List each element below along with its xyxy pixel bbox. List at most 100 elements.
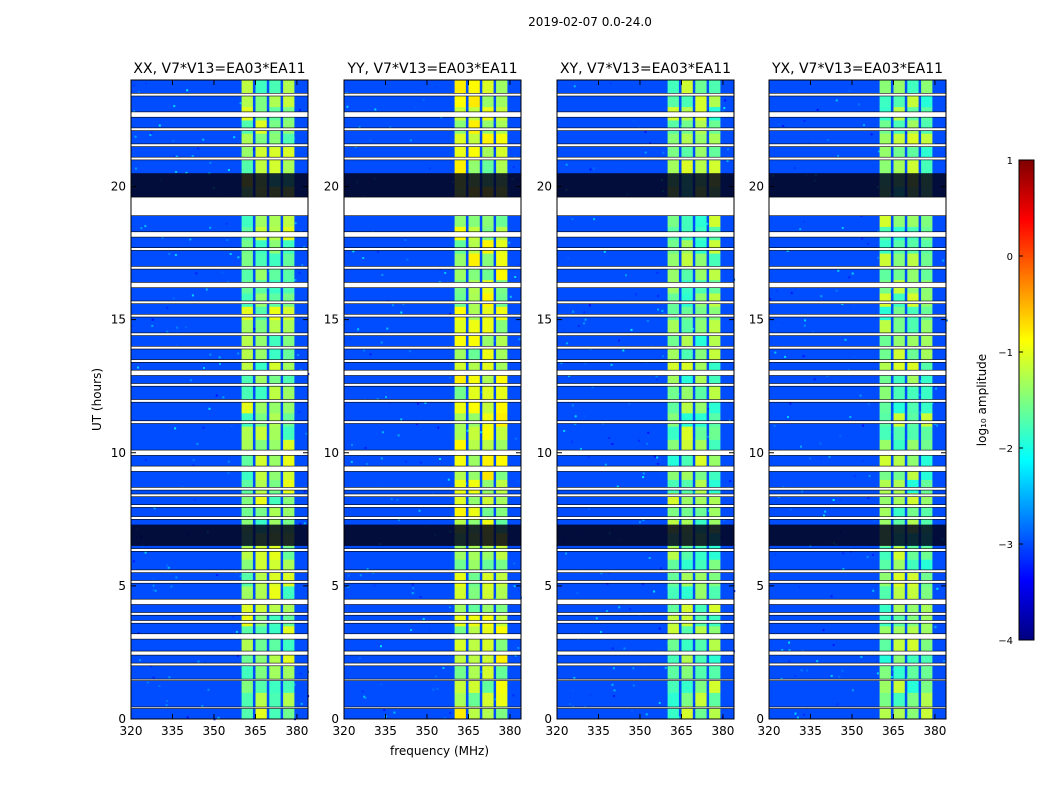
flagged-gap <box>556 548 735 552</box>
x-tick-label: 320 <box>120 724 143 738</box>
flagged-gap <box>556 369 735 376</box>
flagged-gap <box>130 706 309 709</box>
flagged-gap <box>343 449 522 456</box>
flagged-gap <box>343 332 522 336</box>
y-tick-label: 0 <box>331 712 339 726</box>
flagged-gap <box>130 111 309 118</box>
flagged-gap <box>343 612 522 616</box>
x-tick-label: 350 <box>629 724 652 738</box>
panel-3: XY, V7*V13=EA03*EA11 320 335 350 365 380 0 5 10 1… <box>537 61 736 738</box>
flagged-gap <box>768 369 947 376</box>
flagged-gap <box>343 383 522 387</box>
y-tick-label: 0 <box>756 712 764 726</box>
flagged-gap <box>130 633 309 640</box>
axes-frame <box>768 79 947 720</box>
flagged-gap <box>556 678 735 681</box>
dark-band <box>769 524 946 546</box>
panel-1: XX, V7*V13=EA03*EA11 320 335 350 365 380 0 5 10 1… <box>90 61 310 738</box>
flagged-gap <box>343 516 522 520</box>
flagged-gap <box>556 620 735 624</box>
flagged-gap <box>556 93 735 97</box>
flagged-gap <box>768 504 947 508</box>
flagged-gap <box>768 612 947 616</box>
colorbar-gradient <box>1018 159 1035 641</box>
x-tick-label: 350 <box>203 724 226 738</box>
flagged-gap <box>556 332 735 336</box>
flagged-gap <box>343 399 522 403</box>
flagged-gap <box>130 612 309 616</box>
flagged-gap <box>768 399 947 403</box>
y-tick-label: 15 <box>111 313 126 327</box>
y-tick-label: 20 <box>749 180 764 194</box>
dark-band <box>131 524 308 546</box>
flagged-gap <box>556 612 735 616</box>
flagged-gap <box>768 247 947 251</box>
flagged-gap <box>556 300 735 305</box>
flagged-gap <box>130 487 309 491</box>
flagged-gap <box>556 504 735 508</box>
x-tick-label: 320 <box>546 724 569 738</box>
flagged-gap <box>768 449 947 456</box>
flagged-gap <box>130 282 309 288</box>
flagged-gap <box>343 678 522 681</box>
flagged-gap <box>130 93 309 97</box>
flagged-gap <box>343 569 522 573</box>
flagged-gap <box>130 580 309 584</box>
flagged-gap <box>343 196 522 217</box>
flagged-gap <box>343 300 522 305</box>
flagged-gap <box>556 465 735 472</box>
flagged-gap <box>343 465 522 472</box>
colorbar-tick-label: −3 <box>998 540 1013 551</box>
flagged-gap <box>768 580 947 584</box>
flagged-gap <box>343 548 522 552</box>
panels: XX, V7*V13=EA03*EA11 320 335 350 365 380 0 5 10 1… <box>90 61 948 758</box>
flagged-gap <box>768 678 947 681</box>
flagged-gap <box>556 420 735 424</box>
flagged-gap <box>130 662 309 667</box>
flagged-gap <box>130 313 309 318</box>
flagged-gap <box>768 313 947 318</box>
panel-title: YX, V7*V13=EA03*EA11 <box>771 61 943 77</box>
y-tick-label: 20 <box>537 180 552 194</box>
flagged-gap <box>130 332 309 336</box>
flagged-gap <box>768 359 947 363</box>
flagged-gap <box>768 493 947 498</box>
figure-title: 2019-02-07 0.0-24.0 <box>528 15 652 29</box>
x-tick-label: 380 <box>498 724 521 738</box>
flagged-gap <box>130 231 309 238</box>
flagged-gap <box>343 662 522 667</box>
y-tick-label: 20 <box>324 180 339 194</box>
x-tick-label: 365 <box>670 724 693 738</box>
flagged-gap <box>768 266 947 270</box>
colorbar-tick-label: −4 <box>998 636 1013 647</box>
flagged-gap <box>343 266 522 270</box>
flagged-gap <box>768 662 947 667</box>
flagged-gap <box>556 383 735 387</box>
y-tick-label: 5 <box>544 579 552 593</box>
flagged-gap <box>343 633 522 640</box>
x-tick-label: 320 <box>758 724 781 738</box>
colorbar-label: log₁₀ amplitude <box>975 354 989 446</box>
x-axis-label: frequency (MHz) <box>390 744 489 758</box>
flagged-gap <box>768 548 947 552</box>
flagged-gap <box>130 359 309 363</box>
y-tick-label: 5 <box>331 579 339 593</box>
flagged-gap <box>556 598 735 605</box>
flagged-gap <box>556 580 735 584</box>
y-tick-label: 15 <box>324 313 339 327</box>
x-tick-label: 365 <box>244 724 267 738</box>
flagged-gap <box>556 111 735 118</box>
y-tick-label: 10 <box>111 446 126 460</box>
flagged-gap <box>130 127 309 131</box>
flagged-gap <box>768 569 947 573</box>
flagged-gap <box>768 383 947 387</box>
y-tick-label: 15 <box>749 313 764 327</box>
dark-band <box>344 524 521 546</box>
flagged-gap <box>768 633 947 640</box>
x-tick-label: 335 <box>799 724 822 738</box>
flagged-gap <box>768 282 947 288</box>
flagged-gap <box>130 300 309 305</box>
flagged-gap <box>130 266 309 270</box>
dark-band <box>557 524 734 546</box>
